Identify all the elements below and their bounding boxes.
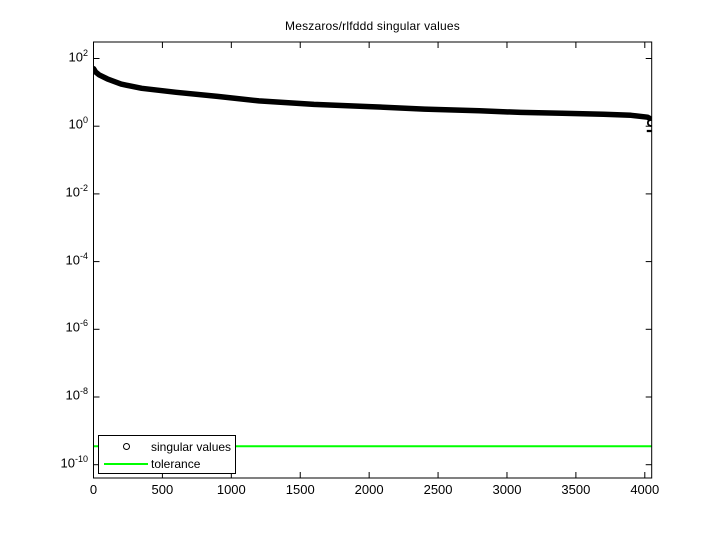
- tolerance-line-icon: [104, 462, 148, 465]
- y-tick-label: 10-10: [60, 453, 88, 471]
- circle-marker-icon: [123, 443, 130, 450]
- x-tick-label: 2500: [423, 482, 453, 497]
- y-tick-label: 100: [68, 115, 88, 132]
- y-tick-label: 10-6: [65, 318, 88, 335]
- x-tick-label: 500: [151, 482, 174, 497]
- legend-marker-cell: [99, 443, 151, 450]
- legend-item-tolerance: tolerance: [99, 455, 235, 472]
- legend: singular values tolerance: [98, 435, 236, 474]
- plot-title: Meszaros/rlfddd singular values: [285, 19, 460, 33]
- last-singular-value-marker: [646, 119, 652, 127]
- x-tick-label: 1500: [285, 482, 315, 497]
- x-tick-label: 1000: [216, 482, 246, 497]
- x-tick-label: 0: [89, 482, 98, 497]
- y-tick-label: 10-4: [65, 250, 88, 267]
- legend-marker-cell: [99, 462, 151, 465]
- singular-values-curve: [93, 65, 652, 122]
- x-tick-label: 4000: [630, 482, 660, 497]
- legend-label-singular-values: singular values: [151, 439, 232, 454]
- y-tick-label: 102: [68, 47, 88, 64]
- y-tick-label: 10-2: [65, 182, 88, 200]
- x-tick-label: 3500: [561, 482, 591, 497]
- x-tick-label: 2000: [354, 482, 384, 497]
- legend-item-singular-values: singular values: [99, 438, 235, 455]
- plot-box-border: [93, 41, 653, 479]
- legend-label-tolerance: tolerance: [151, 456, 201, 471]
- x-tick-label: 3000: [492, 482, 522, 497]
- y-tick-label: 10-8: [65, 386, 88, 403]
